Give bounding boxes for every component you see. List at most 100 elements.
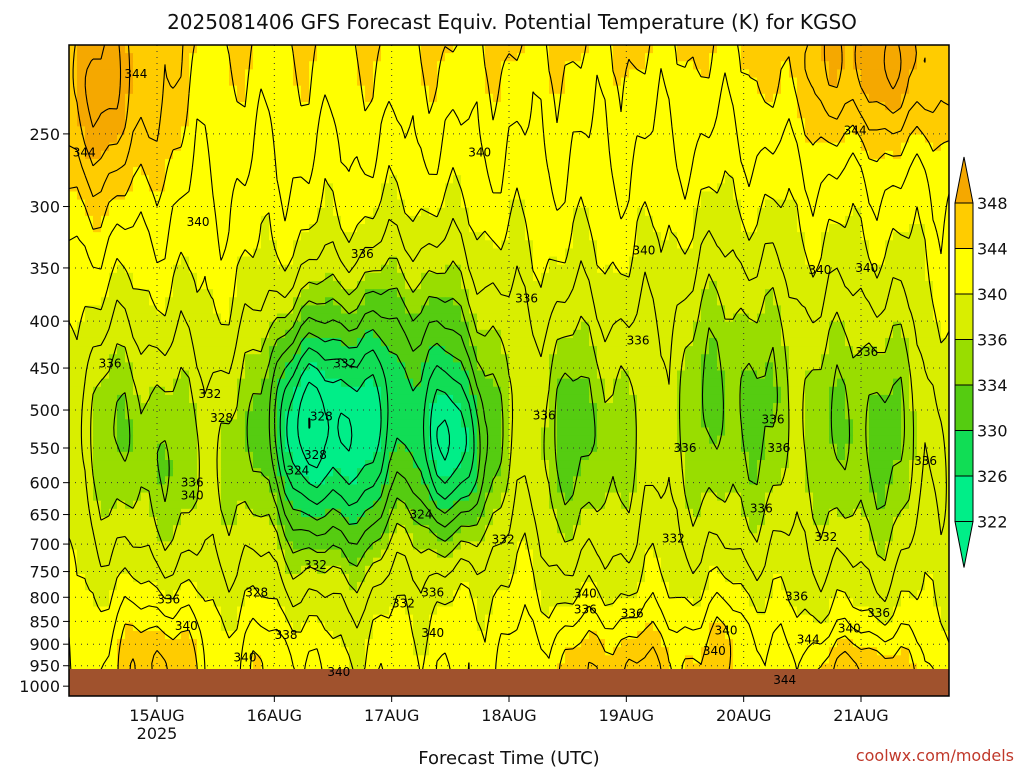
field-cell	[269, 337, 278, 347]
field-cell	[261, 61, 270, 71]
field-cell	[173, 207, 182, 217]
field-cell	[365, 69, 374, 79]
field-cell	[725, 378, 734, 388]
field-cell	[413, 77, 422, 87]
field-cell	[853, 264, 862, 274]
field-cell	[765, 256, 774, 266]
field-cell	[725, 354, 734, 363]
field-cell	[301, 403, 310, 412]
field-cell	[221, 313, 230, 323]
field-cell	[405, 289, 414, 298]
field-cell	[509, 337, 518, 347]
field-cell	[573, 362, 582, 372]
field-cell	[293, 45, 302, 54]
field-cell	[637, 337, 646, 347]
field-cell	[677, 313, 686, 323]
field-cell	[437, 158, 446, 168]
field-cell	[93, 150, 102, 160]
field-cell	[629, 313, 638, 323]
field-cell	[637, 215, 646, 225]
field-cell	[221, 289, 230, 298]
field-cell	[845, 183, 854, 193]
field-cell	[933, 256, 942, 266]
field-cell	[821, 118, 830, 127]
field-cell	[117, 378, 126, 388]
field-cell	[173, 45, 182, 54]
field-cell	[389, 370, 398, 380]
field-cell	[269, 297, 278, 306]
field-cell	[893, 354, 902, 363]
field-cell	[197, 167, 206, 176]
field-cell	[861, 403, 870, 412]
field-cell	[365, 150, 374, 160]
field-cell	[941, 289, 949, 298]
field-cell	[629, 272, 638, 282]
field-cell	[125, 280, 134, 290]
field-cell	[565, 126, 574, 136]
field-cell	[893, 337, 902, 347]
field-cell	[429, 45, 438, 54]
field-cell	[653, 256, 662, 266]
field-cell	[549, 224, 558, 233]
field-cell	[445, 118, 454, 127]
field-cell	[333, 77, 342, 87]
field-cell	[69, 354, 78, 363]
field-cell	[685, 248, 694, 258]
field-cell	[925, 354, 934, 363]
field-cell	[701, 77, 710, 87]
field-cell	[557, 69, 566, 79]
field-cell	[285, 411, 294, 420]
field-cell	[933, 297, 942, 306]
field-cell	[749, 45, 758, 54]
field-cell	[893, 321, 902, 331]
field-cell	[637, 321, 646, 331]
field-cell	[605, 167, 614, 176]
field-cell	[725, 313, 734, 323]
field-cell	[509, 346, 518, 355]
field-cell	[85, 289, 94, 298]
field-cell	[277, 289, 286, 298]
field-cell	[709, 183, 718, 193]
field-cell	[741, 354, 750, 363]
field-cell	[781, 313, 790, 323]
field-cell	[197, 69, 206, 79]
field-cell	[677, 346, 686, 355]
field-cell	[925, 224, 934, 233]
field-cell	[109, 329, 118, 339]
field-cell	[501, 207, 510, 217]
field-cell	[653, 85, 662, 95]
field-cell	[117, 337, 126, 347]
field-cell	[565, 183, 574, 193]
field-cell	[597, 134, 606, 144]
field-cell	[381, 85, 390, 95]
field-cell	[613, 346, 622, 355]
field-cell	[141, 191, 150, 201]
field-cell	[901, 321, 910, 331]
field-cell	[181, 85, 190, 95]
field-cell	[285, 280, 294, 290]
field-cell	[869, 289, 878, 298]
field-cell	[85, 93, 94, 103]
field-cell	[405, 118, 414, 127]
field-cell	[397, 183, 406, 193]
field-cell	[333, 321, 342, 331]
field-cell	[797, 191, 806, 201]
field-cell	[805, 394, 814, 404]
field-cell	[621, 289, 630, 298]
field-cell	[893, 394, 902, 404]
field-cell	[405, 215, 414, 225]
field-cell	[501, 240, 510, 250]
field-cell	[125, 191, 134, 201]
field-cell	[117, 240, 126, 250]
field-cell	[797, 240, 806, 250]
field-cell	[597, 175, 606, 184]
field-cell	[653, 224, 662, 233]
field-cell	[637, 394, 646, 404]
field-cell	[493, 175, 502, 184]
field-cell	[805, 354, 814, 363]
field-cell	[861, 110, 870, 119]
field-cell	[909, 183, 918, 193]
field-cell	[909, 354, 918, 363]
field-cell	[213, 305, 222, 315]
field-cell	[533, 45, 542, 54]
